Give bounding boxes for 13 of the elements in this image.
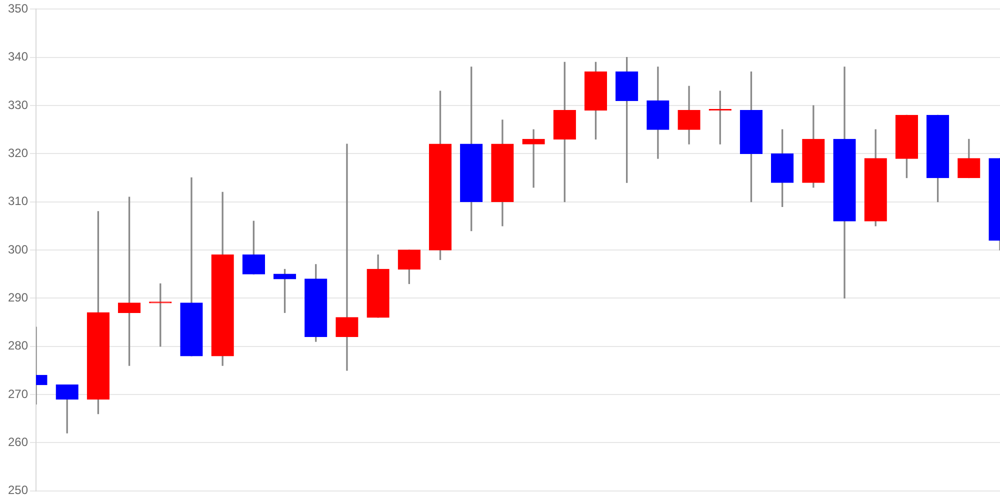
- y-tick-label: 250: [8, 483, 28, 498]
- y-tick-label: 300: [8, 242, 28, 256]
- y-tick-label: 320: [8, 146, 28, 160]
- y-tick-label: 260: [8, 434, 28, 449]
- candlestick: [522, 129, 545, 188]
- y-tick-label: 310: [8, 194, 28, 208]
- y-tick-label: 280: [8, 338, 28, 353]
- y-tick-label: 330: [8, 98, 28, 112]
- candlestick: [336, 144, 358, 371]
- y-tick-label: 340: [8, 50, 28, 64]
- y-tick-label: 290: [8, 290, 28, 304]
- y-tick-label: 350: [8, 2, 28, 16]
- y-tick-label: 270: [8, 386, 28, 401]
